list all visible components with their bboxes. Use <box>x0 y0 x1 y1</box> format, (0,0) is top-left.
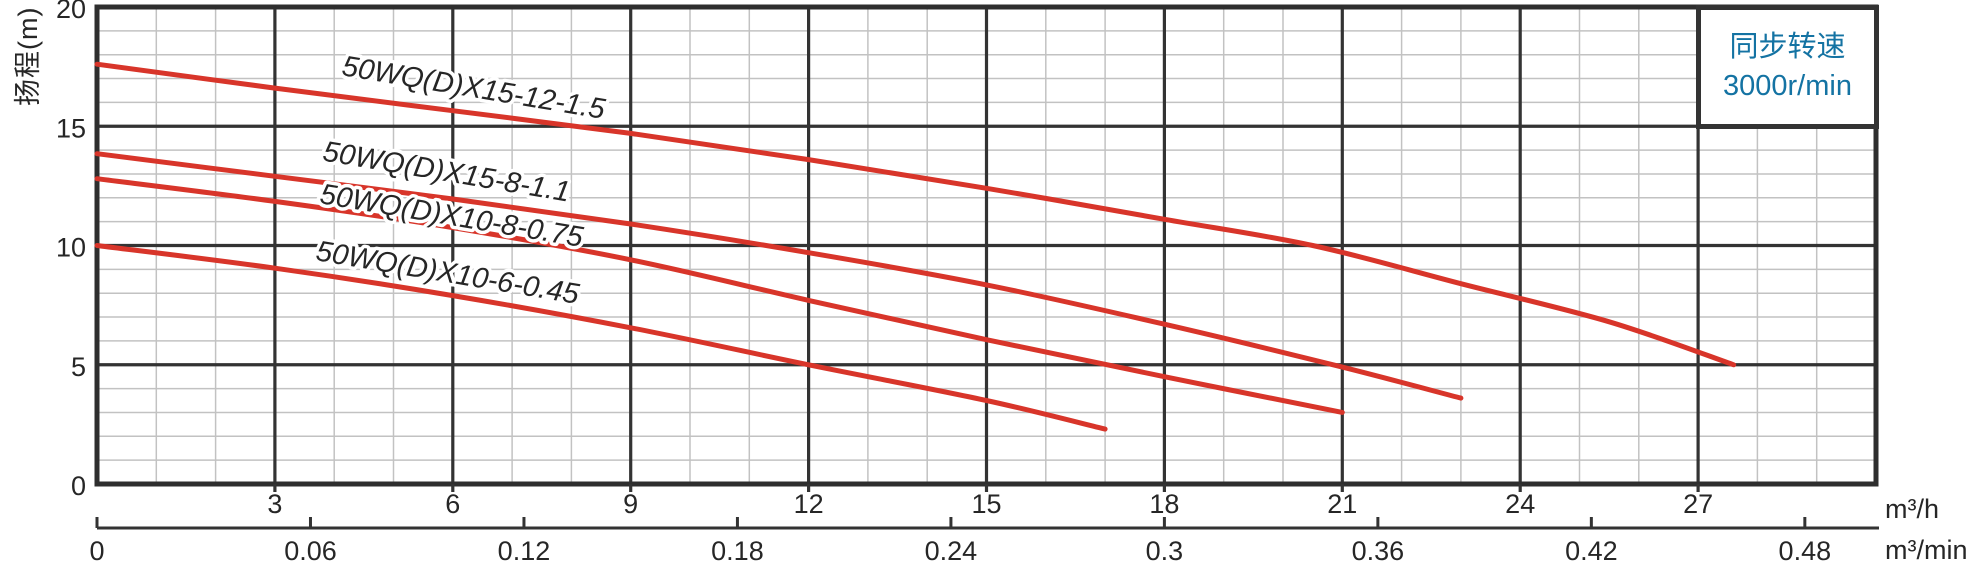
y-axis-title: 扬程(m) <box>13 6 43 106</box>
legend-box: 同步转速 3000r/min <box>1696 5 1879 129</box>
legend-speed-value: 3000r/min <box>1723 69 1852 102</box>
x-tick-label: 12 <box>794 489 824 519</box>
x-unit-m3min-label: m³/min <box>1885 535 1968 565</box>
x-tick-label: 21 <box>1327 489 1357 519</box>
x-axis-secondary: 0 0.06 0.12 0.18 0.24 0.3 0.36 0.42 0.48 <box>89 517 1879 566</box>
x-unit-m3h-label: m³/h <box>1885 494 1939 524</box>
y-axis-ticks: 0 5 10 15 20 <box>56 0 86 501</box>
y-tick-label: 5 <box>71 352 86 382</box>
curve-path <box>94 176 1345 415</box>
x-secondary-tick-label: 0.18 <box>711 536 764 566</box>
x-tick-label: 15 <box>971 489 1001 519</box>
curves <box>94 61 1737 432</box>
curve-path <box>94 243 1108 432</box>
x-tick-label: 18 <box>1149 489 1179 519</box>
x-secondary-tick-label: 0.06 <box>284 536 337 566</box>
curve-path <box>94 151 1464 401</box>
grid-major <box>97 7 1876 484</box>
y-tick-label: 20 <box>56 0 86 24</box>
x-tick-label: 9 <box>623 489 638 519</box>
y-tick-label: 15 <box>56 113 86 143</box>
y-tick-label: 10 <box>56 233 86 263</box>
x-secondary-tick-label: 0.42 <box>1565 536 1618 566</box>
x-tick-label: 6 <box>445 489 460 519</box>
x-tick-label: 27 <box>1683 489 1713 519</box>
x-tick-label: 24 <box>1505 489 1535 519</box>
x-secondary-tick-label: 0.48 <box>1779 536 1832 566</box>
x-secondary-tick-label: 0.36 <box>1352 536 1405 566</box>
curve-labels: 50WQ(D)X15-12-1.550WQ(D)X15-8-1.150WQ(D)… <box>310 47 611 315</box>
curve-path <box>94 61 1737 368</box>
x-secondary-tick-label: 0.3 <box>1146 536 1184 566</box>
x-secondary-tick-label: 0.24 <box>925 536 978 566</box>
x-secondary-tick-label: 0.12 <box>498 536 551 566</box>
x-secondary-tick-label: 0 <box>89 536 104 566</box>
legend-speed-label: 同步转速 <box>1729 30 1846 63</box>
x-tick-label: 3 <box>267 489 282 519</box>
x-axis-primary: 3 6 9 12 15 18 21 24 27 <box>267 484 1713 519</box>
y-tick-label: 0 <box>71 471 86 501</box>
